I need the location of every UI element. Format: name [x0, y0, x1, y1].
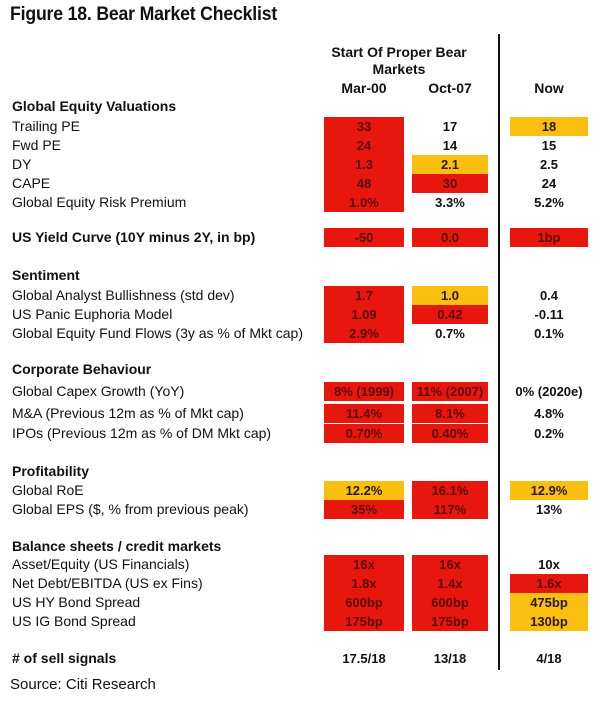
value-cell: 33: [324, 117, 404, 136]
value-cell: 8.1%: [412, 404, 488, 423]
row-label: Global RoE: [12, 482, 84, 498]
row-label: Global Equity Fund Flows (3y as % of Mkt…: [12, 325, 303, 341]
value-cell: 48: [324, 174, 404, 193]
section-title: Global Equity Valuations: [12, 98, 177, 114]
row-label: Fwd PE: [12, 137, 62, 153]
value-cell: 1.6x: [510, 574, 588, 593]
column-header-now: Now: [534, 80, 564, 96]
value-cell: 16x: [412, 555, 488, 574]
value-cell: 2.1: [412, 155, 488, 174]
value-cell: 600bp: [412, 593, 488, 612]
section-title: Balance sheets / credit markets: [12, 538, 222, 554]
source-note: Source: Citi Research: [10, 676, 156, 693]
value-cell: 0.0: [412, 228, 488, 247]
value-cell: 0.40%: [412, 424, 488, 443]
value-cell: 17.5/18: [342, 651, 386, 666]
value-cell: 1.7: [324, 286, 404, 305]
value-cell: 11.4%: [324, 404, 404, 423]
row-label: CAPE: [12, 175, 51, 191]
row-label: Trailing PE: [12, 118, 80, 134]
row-label: US IG Bond Spread: [12, 613, 136, 629]
value-cell: 1.3: [324, 155, 404, 174]
row-label: Net Debt/EBITDA (US ex Fins): [12, 575, 203, 591]
group-header: Start Of Proper Bear Markets: [318, 44, 480, 78]
value-cell: 11% (2007): [412, 382, 488, 401]
value-cell: 24: [324, 136, 404, 155]
value-cell: 12.2%: [324, 481, 404, 500]
row-label: Global Analyst Bullishness (std dev): [12, 287, 235, 303]
value-cell: 2.5: [539, 157, 559, 172]
value-cell: 1.4x: [412, 574, 488, 593]
section-title: Sentiment: [12, 267, 80, 283]
column-divider: [498, 34, 500, 670]
value-cell: 117%: [412, 500, 488, 519]
section-title: US Yield Curve (10Y minus 2Y, in bp): [12, 229, 256, 245]
group-header-line1: Start Of Proper Bear: [331, 44, 467, 60]
row-label: Global Equity Risk Premium: [12, 194, 187, 210]
value-cell: 1bp: [510, 228, 588, 247]
value-cell: 5.2%: [534, 195, 564, 210]
value-cell: 175bp: [412, 612, 488, 631]
value-cell: 30: [412, 174, 488, 193]
value-cell: 3.3%: [435, 195, 465, 210]
value-cell: 24: [541, 176, 557, 191]
value-cell: 600bp: [324, 593, 404, 612]
value-cell: 15: [541, 138, 557, 153]
row-label: DY: [12, 156, 32, 172]
value-cell: 475bp: [510, 593, 588, 612]
row-label: Asset/Equity (US Financials): [12, 556, 190, 572]
value-cell: 13/18: [433, 651, 467, 666]
value-cell: 0.2%: [534, 426, 564, 441]
value-cell: 12.9%: [510, 481, 588, 500]
value-cell: 130bp: [510, 612, 588, 631]
value-cell: -50: [324, 228, 404, 247]
value-cell: 175bp: [324, 612, 404, 631]
value-cell: 1.0: [412, 286, 488, 305]
value-cell: 17: [442, 119, 458, 134]
row-label: Global Capex Growth (YoY): [12, 383, 185, 399]
value-cell: 1.0%: [324, 193, 404, 212]
value-cell: 0.7%: [435, 326, 465, 341]
value-cell: 0.1%: [534, 326, 564, 341]
value-cell: 0% (2020e): [515, 384, 583, 399]
value-cell: 13%: [535, 502, 563, 517]
value-cell: 35%: [324, 500, 404, 519]
group-header-line2: Markets: [372, 61, 426, 77]
figure-title: Figure 18. Bear Market Checklist: [10, 4, 278, 25]
row-label: US Panic Euphoria Model: [12, 306, 173, 322]
column-header-mar00: Mar-00: [341, 80, 387, 96]
row-label: US HY Bond Spread: [12, 594, 141, 610]
value-cell: 8% (1999): [324, 382, 404, 401]
value-cell: 18: [510, 117, 588, 136]
row-label: Global EPS ($, % from previous peak): [12, 501, 249, 517]
value-cell: 14: [442, 138, 458, 153]
section-title: Corporate Behaviour: [12, 361, 152, 377]
value-cell: 4/18: [536, 651, 562, 666]
value-cell: -0.11: [534, 307, 564, 322]
section-title: Profitability: [12, 463, 90, 479]
value-cell: 16.1%: [412, 481, 488, 500]
value-cell: 0.4: [539, 288, 559, 303]
value-cell: 16x: [324, 555, 404, 574]
column-header-oct07: Oct-07: [428, 80, 472, 96]
section-title: # of sell signals: [12, 650, 117, 666]
value-cell: 0.42: [412, 305, 488, 324]
row-label: IPOs (Previous 12m as % of DM Mkt cap): [12, 425, 272, 441]
value-cell: 1.8x: [324, 574, 404, 593]
value-cell: 4.8%: [534, 406, 564, 421]
value-cell: 1.09: [324, 305, 404, 324]
value-cell: 10x: [538, 557, 560, 572]
value-cell: 2.9%: [324, 324, 404, 343]
row-label: M&A (Previous 12m as % of Mkt cap): [12, 405, 244, 421]
value-cell: 0.70%: [324, 424, 404, 443]
